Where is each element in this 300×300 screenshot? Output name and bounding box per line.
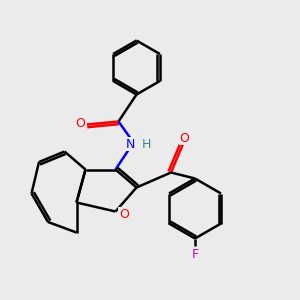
Text: O: O bbox=[119, 208, 129, 221]
Text: O: O bbox=[76, 117, 85, 130]
Text: N: N bbox=[126, 137, 135, 151]
Text: H: H bbox=[141, 137, 151, 151]
Text: F: F bbox=[191, 248, 199, 262]
Text: O: O bbox=[180, 131, 189, 145]
